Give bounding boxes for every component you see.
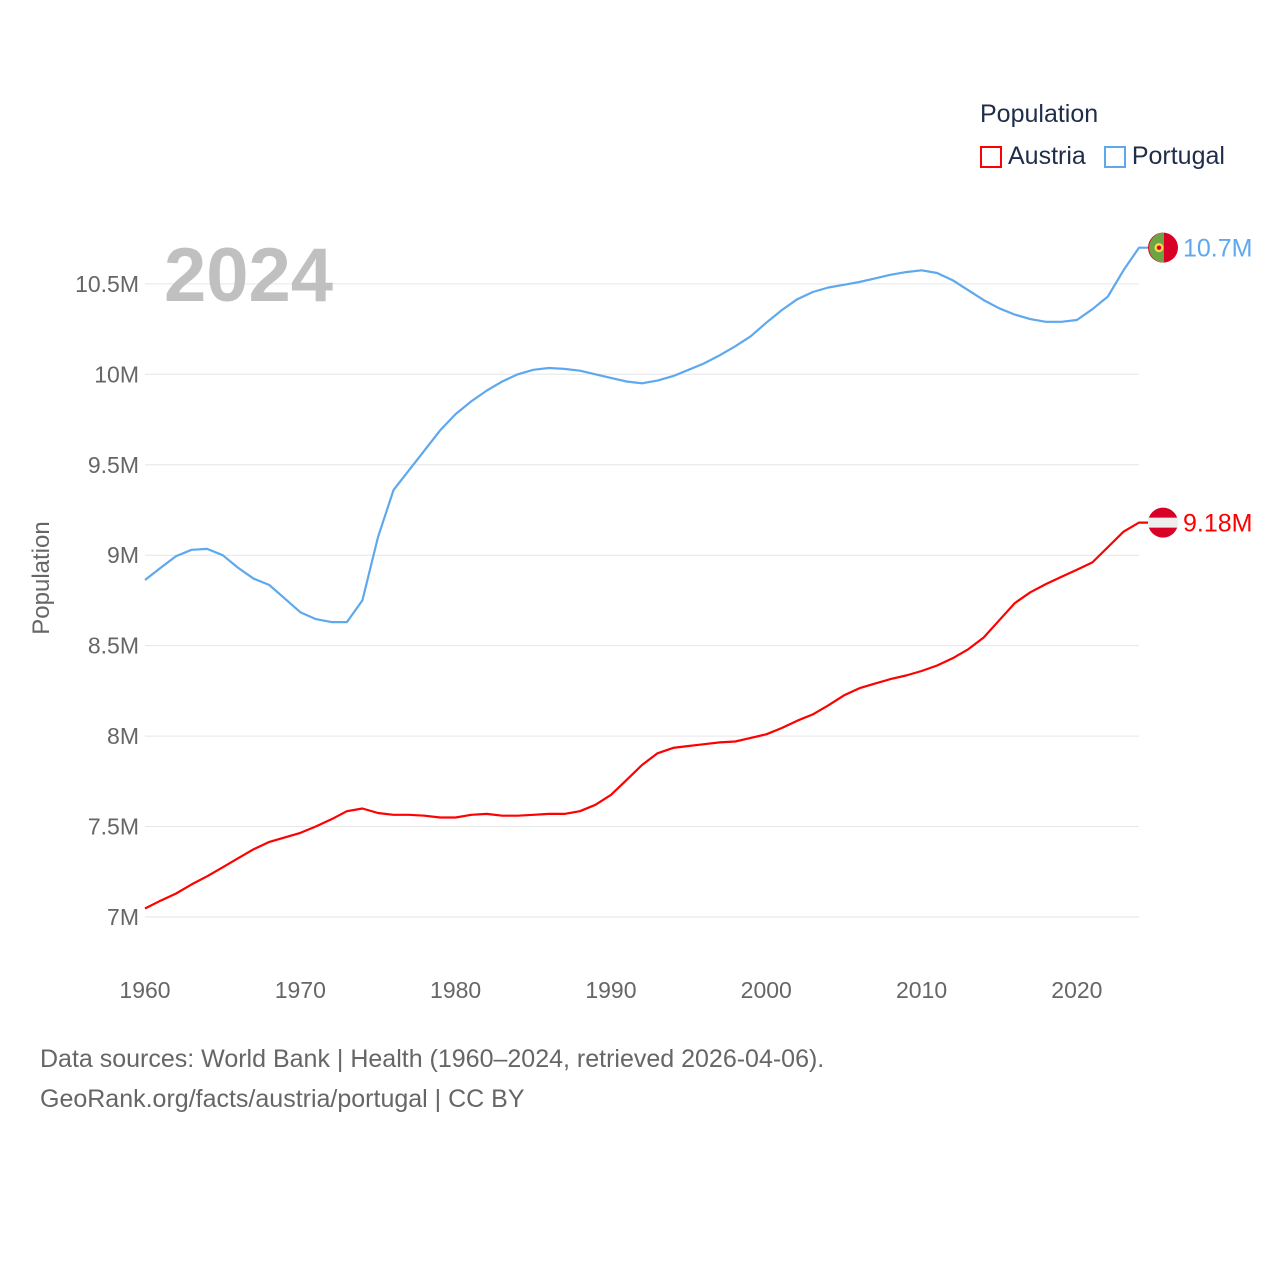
y-axis-label: Population bbox=[28, 521, 55, 635]
x-tick-label: 1990 bbox=[585, 977, 636, 1003]
legend-item-portugal[interactable]: Portugal bbox=[1103, 142, 1225, 171]
x-tick-label: 2000 bbox=[741, 977, 792, 1003]
credit-link[interactable]: GeoRank.org/facts/austria/portugal | CC … bbox=[40, 1085, 525, 1113]
x-tick-label: 1970 bbox=[275, 977, 326, 1003]
legend-title: Population bbox=[980, 100, 1099, 128]
series-line-austria bbox=[144, 521, 1148, 910]
legend-swatch-austria bbox=[980, 145, 1002, 168]
x-tick-label: 2010 bbox=[896, 977, 947, 1003]
series-line-portugal bbox=[144, 246, 1148, 624]
legend-item-austria[interactable]: Austria bbox=[980, 142, 1086, 171]
current-year-label: 2024 bbox=[164, 233, 334, 318]
y-tick-label: 7.5M bbox=[88, 814, 139, 840]
y-tick-label: 10.5M bbox=[75, 271, 139, 297]
series-end-label: 10.7M bbox=[1183, 235, 1252, 263]
y-tick-label: 9.5M bbox=[88, 452, 139, 478]
austria-flag-white-band bbox=[1148, 517, 1178, 528]
data-source-text: Data sources: World Bank | Health (1960–… bbox=[40, 1045, 825, 1073]
y-tick-label: 8M bbox=[107, 723, 139, 749]
y-tick-label: 8.5M bbox=[88, 633, 139, 659]
x-tick-label: 2020 bbox=[1051, 977, 1102, 1003]
x-tick-label: 1980 bbox=[430, 977, 481, 1003]
portugal-flag-shield bbox=[1156, 245, 1162, 250]
legend: Austria Portugal bbox=[980, 142, 1225, 171]
y-tick-label: 7M bbox=[107, 904, 139, 930]
y-tick-label: 10M bbox=[94, 361, 139, 387]
legend-swatch-portugal bbox=[1103, 145, 1126, 168]
series-end-label: 9.18M bbox=[1183, 510, 1252, 538]
y-tick-label: 9M bbox=[107, 542, 139, 568]
legend-label: Portugal bbox=[1131, 142, 1225, 170]
legend-label: Austria bbox=[1008, 142, 1086, 170]
x-tick-label: 1960 bbox=[119, 977, 170, 1003]
